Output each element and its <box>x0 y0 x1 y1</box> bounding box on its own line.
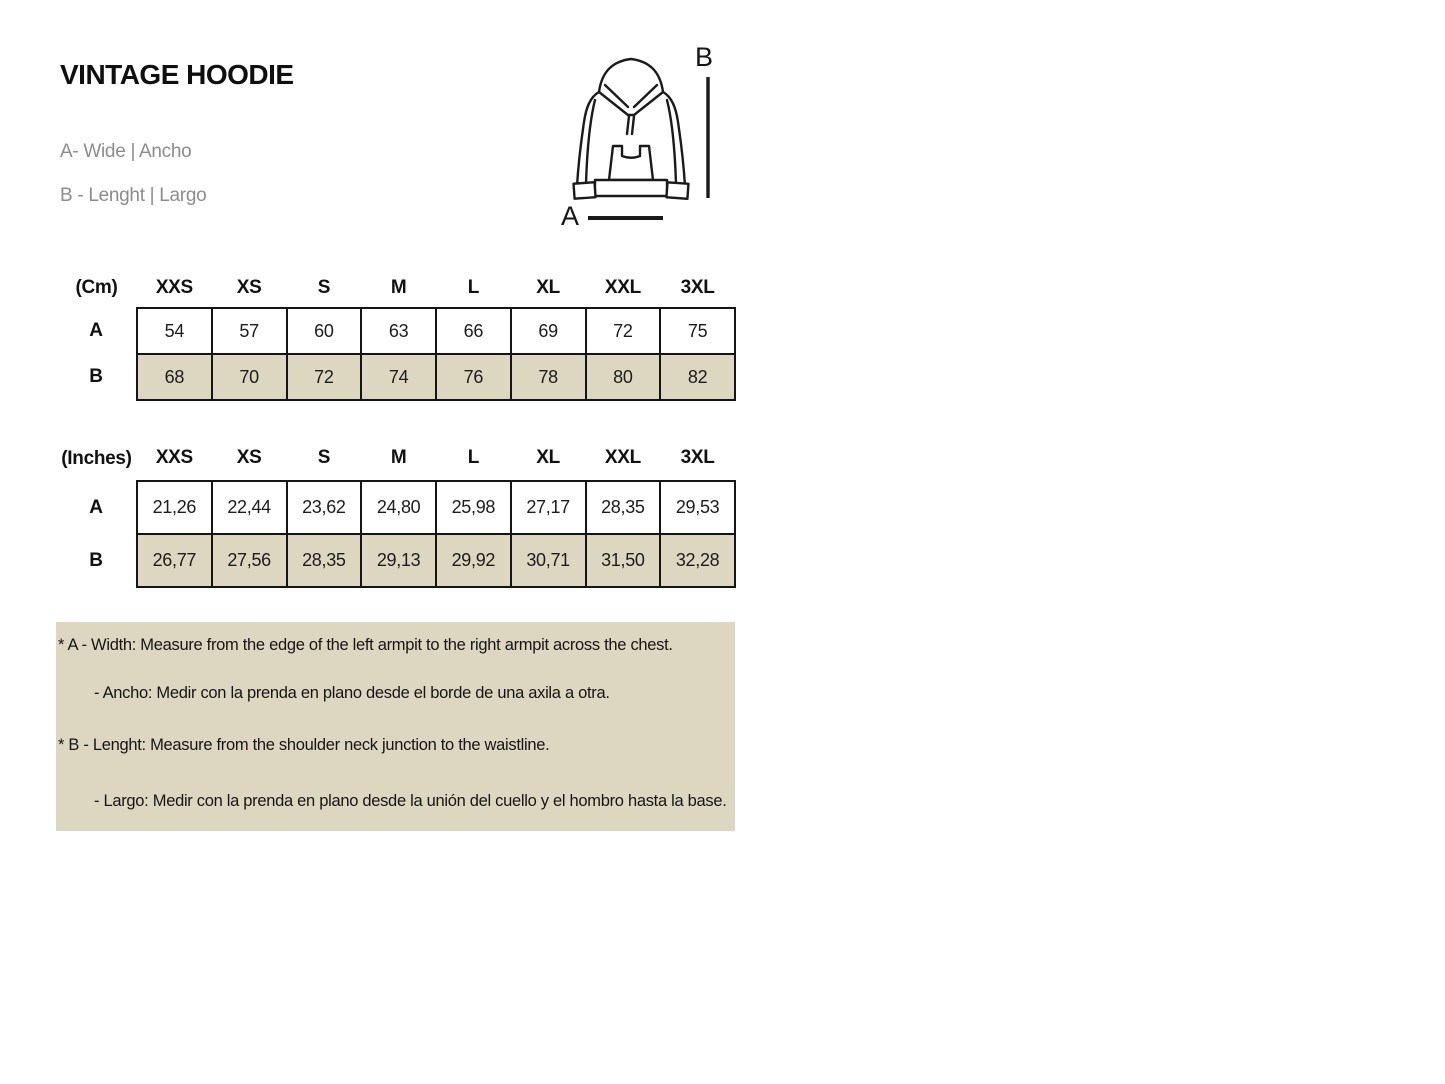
measure-cell: 76 <box>435 353 512 401</box>
measure-b-label: B <box>695 42 713 72</box>
measure-cell: 60 <box>285 307 363 355</box>
measure-cell: 82 <box>659 353 736 401</box>
measure-cell: 25,98 <box>435 480 512 535</box>
size-col-header: M <box>390 276 407 298</box>
measure-cell: 26,77 <box>136 533 213 588</box>
row-label-a: A <box>89 496 103 518</box>
table-row-length-inches: B 26,77 27,56 28,35 29,13 29,92 30,71 31… <box>56 533 736 588</box>
row-label-b: B <box>89 366 103 387</box>
table-row-width-cm: A 54 57 60 63 66 69 72 75 <box>56 307 736 355</box>
size-col-header: XS <box>236 447 262 468</box>
note-length-en: * B - Lenght: Measure from the shoulder … <box>58 736 550 754</box>
size-col-header: L <box>467 276 480 298</box>
measure-cell: 66 <box>435 307 512 355</box>
size-col-header: XXS <box>155 447 193 468</box>
measure-cell: 22,44 <box>210 480 288 535</box>
size-col-header: XXL <box>604 447 641 468</box>
measure-cell: 78 <box>509 353 587 401</box>
measure-cell: 27,56 <box>210 533 288 588</box>
page-title: VINTAGE HOODIE <box>60 58 294 90</box>
size-col-header: S <box>317 276 331 298</box>
legend-width: A- Wide | Ancho <box>60 141 192 162</box>
size-col-header: L <box>467 447 480 468</box>
measure-cell: 32,28 <box>659 533 736 588</box>
hoodie-diagram: B A <box>561 42 713 231</box>
size-col-header: S <box>317 447 331 468</box>
size-col-header: XXS <box>155 276 193 298</box>
size-col-header: XL <box>536 447 560 468</box>
note-width-es: - Ancho: Medir con la prenda en plano de… <box>94 684 610 702</box>
legend-length: B - Lenght | Largo <box>60 185 207 206</box>
measure-cell: 72 <box>584 307 662 355</box>
measure-cell: 29,13 <box>360 533 437 588</box>
unit-label-inches: (Inches) <box>61 447 132 469</box>
row-label-b: B <box>89 549 103 571</box>
measure-cell: 31,50 <box>584 533 662 588</box>
measure-cell: 69 <box>509 307 587 355</box>
unit-label-cm: (Cm) <box>75 277 118 298</box>
size-col-header: XS <box>236 276 262 298</box>
measure-cell: 72 <box>285 353 363 401</box>
measure-cell: 74 <box>360 353 437 401</box>
note-width-en: * A - Width: Measure from the edge of th… <box>58 636 673 654</box>
measure-cell: 57 <box>210 307 288 355</box>
measure-cell: 63 <box>360 307 437 355</box>
measure-cell: 24,80 <box>360 480 437 535</box>
measure-cell: 21,26 <box>136 480 213 535</box>
measure-cell: 68 <box>136 353 213 401</box>
size-header-row: (Cm) XXS XS S M L XL XXL 3XL <box>56 268 735 308</box>
size-col-header: XXL <box>604 276 641 298</box>
size-col-header: 3XL <box>680 276 715 298</box>
size-table-inches: (Inches) XXS XS S M L XL XXL 3XL A 21,26… <box>56 436 736 588</box>
measure-cell: 29,92 <box>435 533 512 588</box>
hoodie-illustration <box>572 57 690 200</box>
measure-cell: 28,35 <box>584 480 662 535</box>
size-col-header: M <box>390 447 407 468</box>
measure-cell: 28,35 <box>285 533 363 588</box>
size-header-row: (Inches) XXS XS S M L XL XXL 3XL <box>56 436 735 481</box>
measure-cell: 75 <box>659 307 736 355</box>
measure-cell: 70 <box>210 353 288 401</box>
measurement-notes: * A - Width: Measure from the edge of th… <box>56 622 735 831</box>
measure-cell: 29,53 <box>659 480 736 535</box>
table-row-width-inches: A 21,26 22,44 23,62 24,80 25,98 27,17 28… <box>56 480 736 535</box>
note-length-es: - Largo: Medir con la prenda en plano de… <box>94 792 727 810</box>
measure-cell: 23,62 <box>285 480 363 535</box>
table-row-length-cm: B 68 70 72 74 76 78 80 82 <box>56 353 736 401</box>
size-col-header: XL <box>536 276 560 298</box>
measure-cell: 80 <box>584 353 662 401</box>
measure-a-label: A <box>561 201 579 231</box>
size-col-header: 3XL <box>680 447 715 468</box>
measure-cell: 27,17 <box>509 480 587 535</box>
size-table-cm: (Cm) XXS XS S M L XL XXL 3XL A 54 57 60 … <box>56 268 736 401</box>
measure-cell: 30,71 <box>509 533 587 588</box>
measure-cell: 54 <box>136 307 213 355</box>
row-label-a: A <box>89 320 103 341</box>
